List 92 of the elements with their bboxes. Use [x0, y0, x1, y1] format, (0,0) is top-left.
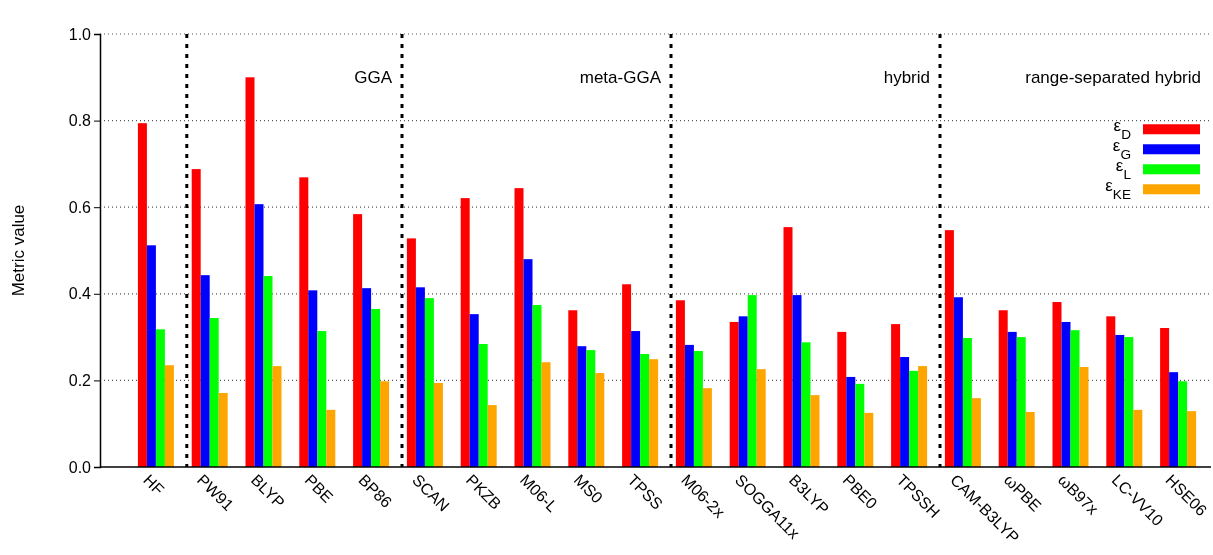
- bar: [380, 381, 390, 467]
- bar: [944, 230, 954, 467]
- bar: [460, 198, 470, 467]
- bar: [810, 395, 820, 467]
- bar: [245, 77, 255, 467]
- bar: [1025, 412, 1035, 467]
- bar: [1160, 328, 1170, 467]
- bar: [415, 287, 425, 467]
- bar: [514, 188, 524, 467]
- bar: [864, 412, 874, 467]
- bar: [523, 259, 533, 467]
- bar: [254, 204, 264, 467]
- bar: [1007, 331, 1017, 467]
- bar: [998, 310, 1008, 467]
- bar: [155, 329, 165, 467]
- bar: [209, 318, 219, 467]
- bar: [631, 331, 641, 467]
- bar: [308, 290, 318, 467]
- bar: [164, 365, 174, 467]
- bar: [649, 359, 659, 467]
- bar: [362, 288, 372, 467]
- annotation: range-separated hybrid: [1025, 68, 1201, 88]
- bar: [353, 214, 363, 467]
- bar: [675, 300, 685, 467]
- bar: [729, 321, 739, 467]
- bar: [478, 344, 488, 467]
- bar: [371, 308, 381, 467]
- bar: [1106, 316, 1116, 467]
- bar: [801, 342, 811, 467]
- bar: [1016, 337, 1026, 467]
- bar: [577, 346, 587, 467]
- bar: [622, 284, 632, 467]
- y-tick-label: 0.4: [68, 285, 92, 303]
- annotation: meta-GGA: [579, 68, 662, 88]
- bar: [191, 169, 201, 467]
- bar: [272, 366, 282, 467]
- bar: [317, 331, 327, 467]
- bar: [891, 324, 901, 467]
- bar: [747, 295, 757, 467]
- bar: [684, 344, 694, 467]
- bar: [1079, 366, 1089, 467]
- bar: [595, 373, 605, 467]
- bar: [909, 370, 919, 467]
- bar: [1133, 409, 1143, 467]
- bar: [568, 310, 578, 467]
- bar: [855, 383, 865, 467]
- bar: [1115, 334, 1125, 467]
- bar: [971, 398, 981, 467]
- bar: [1061, 321, 1071, 467]
- y-tick-label: 0.2: [68, 372, 92, 390]
- bar: [433, 383, 443, 467]
- bar: [1169, 372, 1179, 467]
- bar: [406, 238, 416, 467]
- bar: [487, 405, 497, 467]
- x-tick-label: HF: [140, 471, 168, 499]
- y-tick-label: 1.0: [68, 25, 92, 43]
- bar: [837, 331, 847, 467]
- bar: [693, 350, 703, 467]
- y-tick-label: 0.6: [68, 198, 92, 216]
- annotation: hybrid: [883, 68, 930, 88]
- y-axis-title: Metric value: [9, 204, 28, 297]
- bar: [953, 297, 963, 467]
- bar: [263, 276, 273, 467]
- bar: [1070, 330, 1080, 467]
- bar: [1187, 411, 1197, 467]
- bar: [846, 376, 856, 467]
- bar: [200, 275, 210, 467]
- bar: [738, 316, 748, 467]
- bar: [756, 369, 766, 467]
- bar: [962, 337, 972, 467]
- bar: [792, 295, 802, 467]
- bar: [640, 353, 650, 467]
- y-tick-label: 0.0: [68, 458, 92, 476]
- bar: [1052, 302, 1062, 467]
- bar: [1178, 381, 1188, 467]
- bar: [218, 392, 228, 467]
- bar: [702, 388, 712, 467]
- bar: [541, 362, 551, 467]
- bar: [146, 245, 156, 467]
- bar: [469, 314, 479, 467]
- bar: [424, 298, 434, 467]
- bar: [299, 177, 309, 467]
- bar: [137, 123, 147, 467]
- bar: [1124, 337, 1134, 467]
- annotation: GGA: [354, 68, 393, 88]
- bar: [586, 350, 596, 467]
- y-tick-label: 0.8: [68, 112, 92, 130]
- bar: [783, 227, 793, 467]
- bar: [900, 357, 910, 467]
- bar: [326, 409, 336, 467]
- bar: [918, 366, 928, 467]
- bar: [532, 305, 542, 467]
